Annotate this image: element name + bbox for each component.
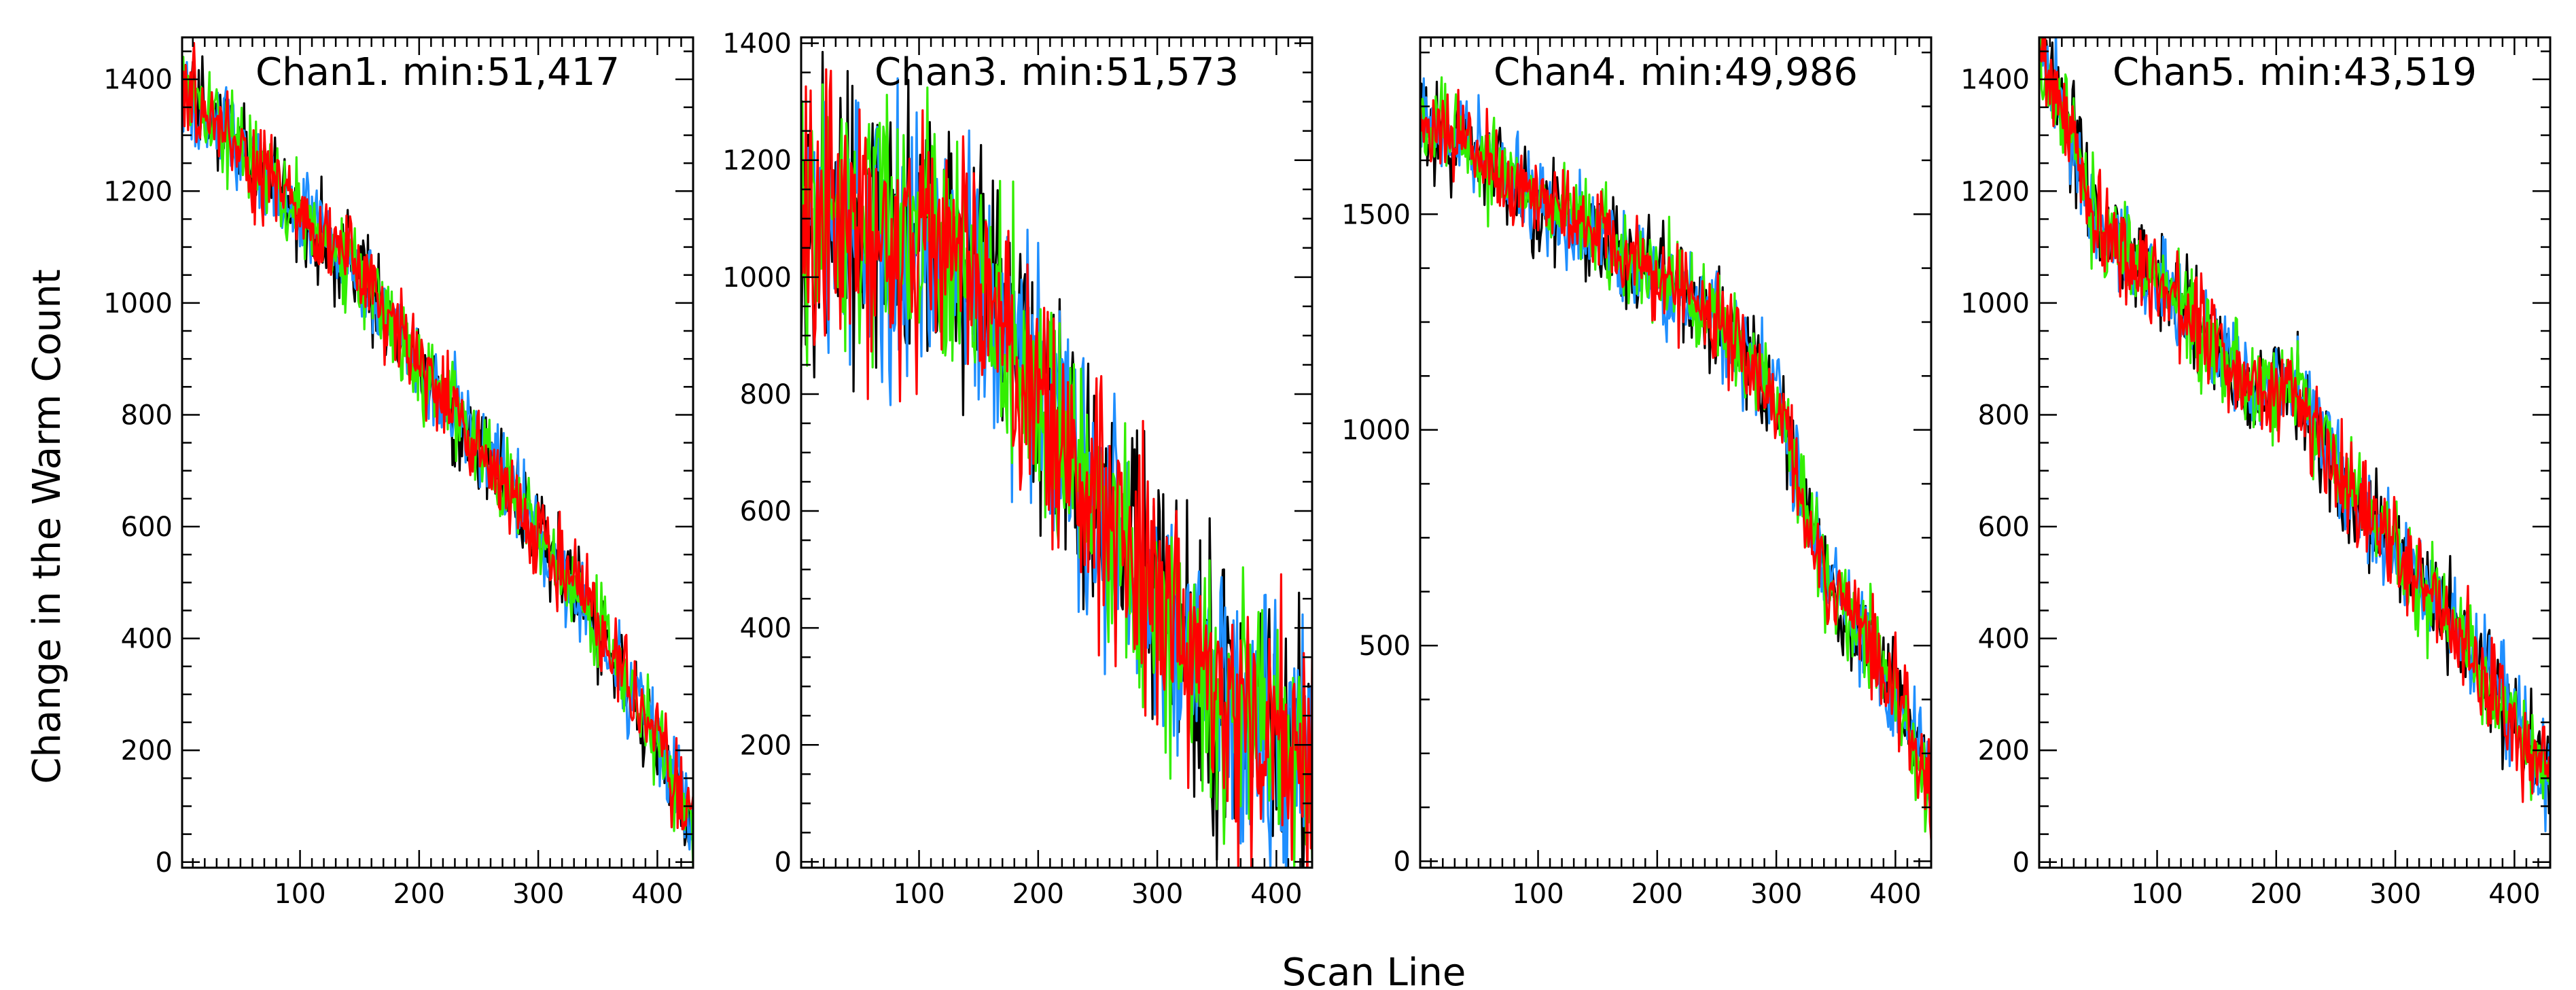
y-tick-label: 1200 (1960, 176, 2030, 207)
x-tick-label: 400 (1250, 879, 1302, 910)
series-group (2039, 37, 2550, 832)
y-tick-label: 1400 (722, 29, 792, 60)
y-tick-label: 500 (1359, 631, 1411, 662)
series-group (801, 50, 1312, 868)
x-tick-label: 100 (893, 879, 945, 910)
y-tick-label: 800 (1978, 400, 2030, 431)
x-tick-label: 400 (2488, 879, 2540, 910)
y-tick-label: 200 (1978, 735, 2030, 766)
x-tick-label: 400 (1869, 879, 1921, 910)
y-tick-label: 1200 (103, 176, 173, 207)
series-line-green (182, 56, 693, 867)
y-tick-label: 0 (156, 847, 173, 879)
x-tick-label: 300 (1131, 879, 1183, 910)
plot-frame (1419, 36, 1933, 869)
series-group (1420, 76, 1931, 841)
y-tick-label: 0 (1394, 846, 1411, 877)
panel-title: Chan1. min:51,417 (255, 50, 620, 94)
panel-4: 100 200 300 400 0 200 400 600 800 1000 1200 1400 Cha… (1960, 36, 2552, 910)
y-tick-label: 200 (740, 730, 792, 761)
y-tick-label: 600 (121, 512, 173, 543)
y-tick-label: 1400 (1960, 65, 2030, 96)
y-axis-title: Change in the Warm Count (25, 269, 69, 784)
panel-title: Chan5. min:43,519 (2113, 50, 2477, 94)
series-line-red (1420, 88, 1931, 841)
panel-1: 100 200 300 400 0 200 400 600 800 1000 1200 1400 Cha… (103, 36, 694, 910)
x-tick-label: 100 (1512, 879, 1564, 910)
panel-2: 100 200 300 400 0 200 400 600 800 1000 1200 1400 Cha… (722, 29, 1313, 910)
x-tick-label: 300 (2369, 879, 2421, 910)
y-tick-label: 1000 (722, 262, 792, 294)
series-group (182, 41, 693, 867)
x-tick-label: 100 (274, 879, 325, 910)
y-tick-label: 600 (1978, 512, 2030, 543)
plot-frame (2038, 36, 2552, 869)
y-tick-label: 600 (740, 496, 792, 527)
series-line-red (2039, 37, 2550, 803)
x-tick-label: 200 (393, 879, 445, 910)
series-line-red (182, 41, 693, 831)
y-tick-label: 0 (2013, 847, 2030, 879)
x-axis-title: Scan Line (1282, 951, 1466, 990)
x-tick-label: 100 (2131, 879, 2183, 910)
x-tick-label: 300 (512, 879, 564, 910)
plot-frame (181, 36, 694, 869)
x-tick-label: 200 (1631, 879, 1683, 910)
y-tick-label: 1400 (103, 65, 173, 96)
y-tick-label: 400 (740, 613, 792, 644)
x-tick-label: 200 (2251, 879, 2302, 910)
x-tick-label: 200 (1012, 879, 1064, 910)
panel-title: Chan4. min:49,986 (1494, 50, 1858, 94)
y-tick-label: 1500 (1341, 199, 1411, 230)
x-tick-label: 300 (1750, 879, 1802, 910)
y-tick-label: 200 (121, 735, 173, 766)
panel-title: Chan3. min:51,573 (875, 50, 1239, 94)
series-line-red (801, 68, 1312, 868)
y-tick-label: 1000 (103, 288, 173, 319)
x-tick-label: 400 (631, 879, 683, 910)
panel-3: 100 200 300 400 0 500 1000 1500 Chan4. min:49,98… (1341, 36, 1933, 910)
y-tick-label: 1000 (1960, 288, 2030, 319)
y-tick-label: 400 (121, 624, 173, 655)
y-tick-label: 1000 (1341, 415, 1411, 446)
y-tick-label: 0 (775, 847, 792, 878)
y-tick-label: 1200 (722, 145, 792, 177)
y-tick-label: 400 (1978, 624, 2030, 655)
y-tick-label: 800 (121, 400, 173, 431)
y-tick-label: 800 (740, 379, 792, 410)
